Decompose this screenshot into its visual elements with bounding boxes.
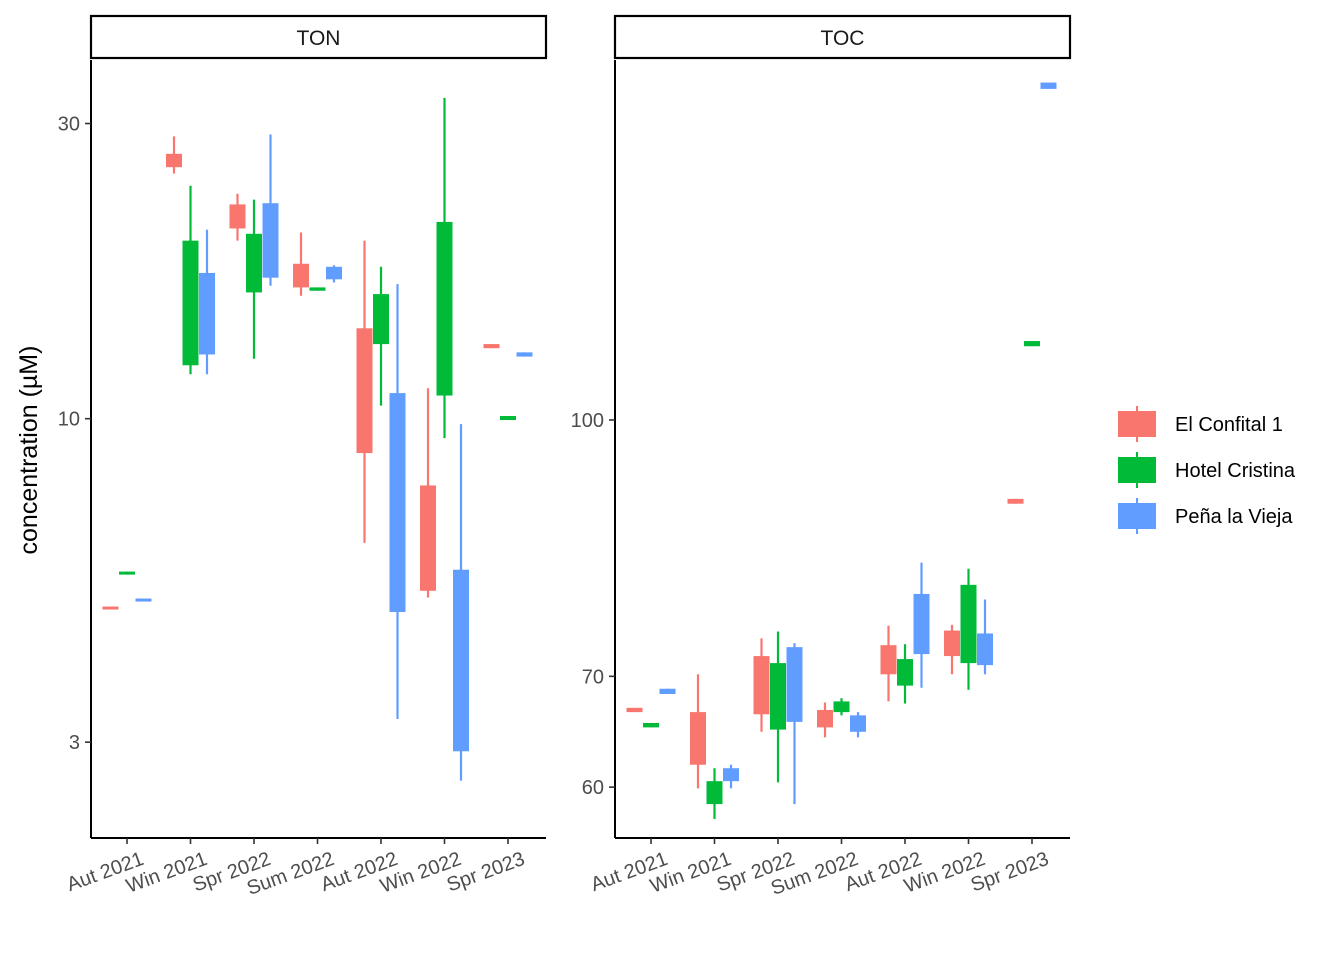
y-tick-label: 100 xyxy=(571,410,604,432)
y-tick-label: 60 xyxy=(582,777,604,799)
box-win-2022-series-0 xyxy=(944,624,960,675)
legend-key xyxy=(1118,411,1156,437)
box-win-2022-series-0 xyxy=(420,388,436,598)
box-body xyxy=(977,633,993,666)
box-body xyxy=(293,263,309,288)
box-aut-2021-series-0 xyxy=(626,707,643,713)
box-spr-2023-series-1 xyxy=(1024,341,1040,347)
box-spr-2023-series-2 xyxy=(516,352,533,357)
box-sum-2022-series-2 xyxy=(850,712,866,738)
box-win-2022-series-2 xyxy=(977,599,993,675)
box-sum-2022-series-2 xyxy=(326,265,342,283)
box-aut-2021-series-1 xyxy=(119,571,135,575)
legend-label: Hotel Cristina xyxy=(1175,460,1296,482)
legend-key xyxy=(1118,457,1156,483)
box-body xyxy=(753,656,770,715)
legend-label: El Confital 1 xyxy=(1175,414,1283,436)
box-sum-2022-series-0 xyxy=(817,702,833,738)
legend-item-1: Hotel Cristina xyxy=(1118,452,1296,488)
box-body xyxy=(389,393,406,612)
legend-item-2: Peña la Vieja xyxy=(1118,498,1293,534)
box-body xyxy=(690,712,706,765)
y-tick-label: 3 xyxy=(69,732,80,754)
box-body xyxy=(786,647,803,722)
box-body xyxy=(960,584,977,664)
box-body xyxy=(373,294,389,345)
y-tick-label: 70 xyxy=(582,666,604,688)
box-sum-2022-series-1 xyxy=(309,287,326,291)
box-spr-2022-series-1 xyxy=(770,631,786,783)
box-win-2021-series-0 xyxy=(166,136,182,174)
box-spr-2022-series-0 xyxy=(753,638,770,732)
box-body xyxy=(913,593,930,655)
strip-box xyxy=(613,14,1072,60)
box-spr-2022-series-0 xyxy=(229,193,246,241)
box-body xyxy=(356,328,373,454)
box-body xyxy=(944,630,960,657)
box-win-2022-series-2 xyxy=(453,424,469,781)
box-body xyxy=(436,221,453,396)
box-aut-2021-series-1 xyxy=(643,722,659,728)
box-aut-2022-series-1 xyxy=(897,644,913,704)
y-tick-label: 30 xyxy=(58,114,80,136)
box-aut-2022-series-0 xyxy=(356,240,373,543)
box-body xyxy=(199,272,215,355)
box-body xyxy=(897,659,913,686)
legend-item-0: El Confital 1 xyxy=(1118,406,1283,442)
box-body xyxy=(706,781,723,805)
y-axis-title: concentration (µM) xyxy=(15,346,43,555)
box-body xyxy=(420,485,436,591)
box-body xyxy=(833,701,850,713)
box-win-2022-series-1 xyxy=(436,97,453,439)
box-aut-2021-series-2 xyxy=(659,688,676,694)
strip-label: TOC xyxy=(821,27,865,50)
box-body xyxy=(229,204,246,229)
box-aut-2022-series-1 xyxy=(373,266,389,406)
strip-label: TON xyxy=(297,27,341,50)
box-win-2021-series-2 xyxy=(199,229,215,375)
legend-label: Peña la Vieja xyxy=(1175,506,1293,528)
box-body xyxy=(246,233,262,293)
box-body xyxy=(262,203,279,278)
strip-box xyxy=(89,14,548,60)
box-spr-2023-series-0 xyxy=(483,344,500,349)
box-spr-2023-series-2 xyxy=(1040,82,1057,89)
box-sum-2022-series-0 xyxy=(293,232,309,296)
box-body xyxy=(182,240,199,366)
box-aut-2022-series-2 xyxy=(913,562,930,688)
box-win-2021-series-1 xyxy=(706,768,723,819)
box-spr-2022-series-2 xyxy=(262,134,279,286)
box-win-2021-series-1 xyxy=(182,185,199,375)
box-spr-2023-series-1 xyxy=(500,416,516,421)
legend: El Confital 1 Hotel Cristina Peña la Vieja xyxy=(1118,406,1296,534)
box-spr-2023-series-0 xyxy=(1007,498,1024,504)
box-aut-2022-series-2 xyxy=(389,284,406,720)
box-aut-2021-series-2 xyxy=(135,598,152,602)
box-win-2022-series-1 xyxy=(960,568,977,690)
box-spr-2022-series-2 xyxy=(786,643,803,805)
box-sum-2022-series-1 xyxy=(833,698,850,716)
box-aut-2021-series-0 xyxy=(102,606,119,610)
box-win-2021-series-0 xyxy=(690,674,706,789)
box-body xyxy=(453,569,469,752)
box-aut-2022-series-0 xyxy=(880,625,897,702)
legend-key xyxy=(1118,503,1156,529)
box-win-2021-series-2 xyxy=(723,764,739,789)
box-spr-2022-series-1 xyxy=(246,199,262,359)
y-tick-label: 10 xyxy=(58,409,80,431)
